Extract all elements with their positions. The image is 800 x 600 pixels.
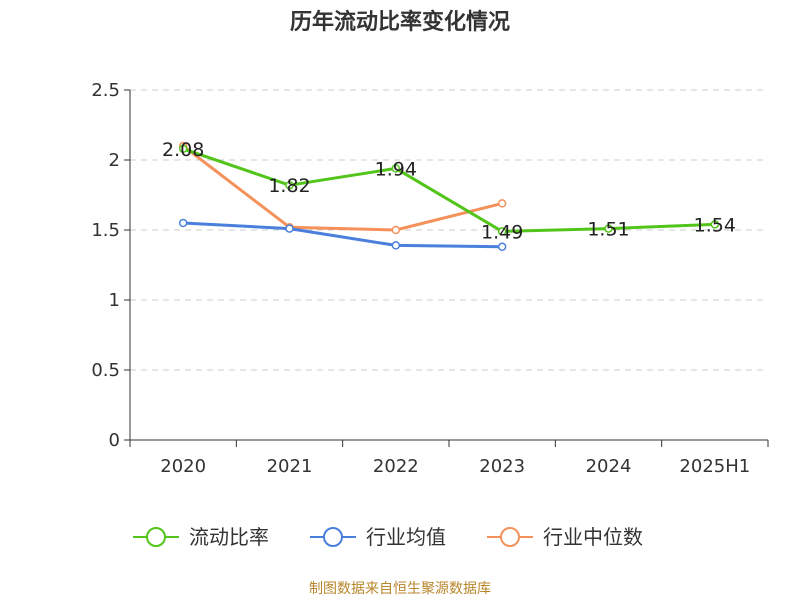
data-point[interactable] (178, 144, 188, 154)
y-tick-label: 1 (109, 290, 120, 311)
series-line-1 (183, 221, 503, 249)
x-tick-label: 2024 (586, 456, 632, 477)
source-note: 制图数据来自恒生聚源数据库 (309, 581, 491, 597)
data-label: 1.51 (587, 219, 629, 241)
data-label: 1.94 (375, 158, 417, 180)
data-point[interactable] (497, 227, 507, 236)
data-point[interactable] (710, 220, 720, 229)
data-point[interactable] (178, 218, 188, 228)
data-point[interactable] (391, 225, 401, 235)
legend-label[interactable]: 行业中位数 (543, 525, 643, 549)
legend-marker[interactable] (146, 527, 166, 547)
data-point[interactable] (285, 224, 294, 233)
x-tick-label: 2022 (373, 456, 419, 477)
series-line-2 (182, 144, 503, 232)
chart-title: 历年流动比率变化情况 (289, 10, 510, 35)
data-label: 2.08 (162, 139, 204, 161)
data-label: 1.49 (481, 221, 523, 243)
series-line-0 (182, 147, 715, 233)
y-tick-label: 2.5 (91, 80, 120, 101)
data-point[interactable] (497, 242, 507, 252)
legend-marker[interactable] (500, 527, 520, 547)
y-tick-label: 0 (109, 430, 120, 451)
legend-label[interactable]: 行业均值 (366, 525, 446, 549)
x-tick-label: 2020 (160, 456, 206, 477)
data-label: 1.54 (694, 214, 736, 236)
y-tick-label: 0.5 (91, 360, 120, 381)
data-point[interactable] (391, 241, 401, 250)
data-point[interactable] (604, 224, 613, 233)
x-tick-label: 2025H1 (679, 456, 750, 477)
y-tick-label: 2 (109, 150, 120, 171)
data-label: 1.82 (268, 175, 310, 197)
x-tick-label: 2023 (479, 456, 525, 477)
legend-marker[interactable] (323, 527, 343, 547)
data-point[interactable] (391, 164, 401, 173)
legend-label[interactable]: 流动比率 (189, 525, 269, 549)
data-point[interactable] (285, 180, 294, 190)
x-tick-label: 2021 (267, 456, 313, 477)
y-tick-label: 1.5 (91, 220, 120, 241)
data-point[interactable] (497, 199, 507, 208)
